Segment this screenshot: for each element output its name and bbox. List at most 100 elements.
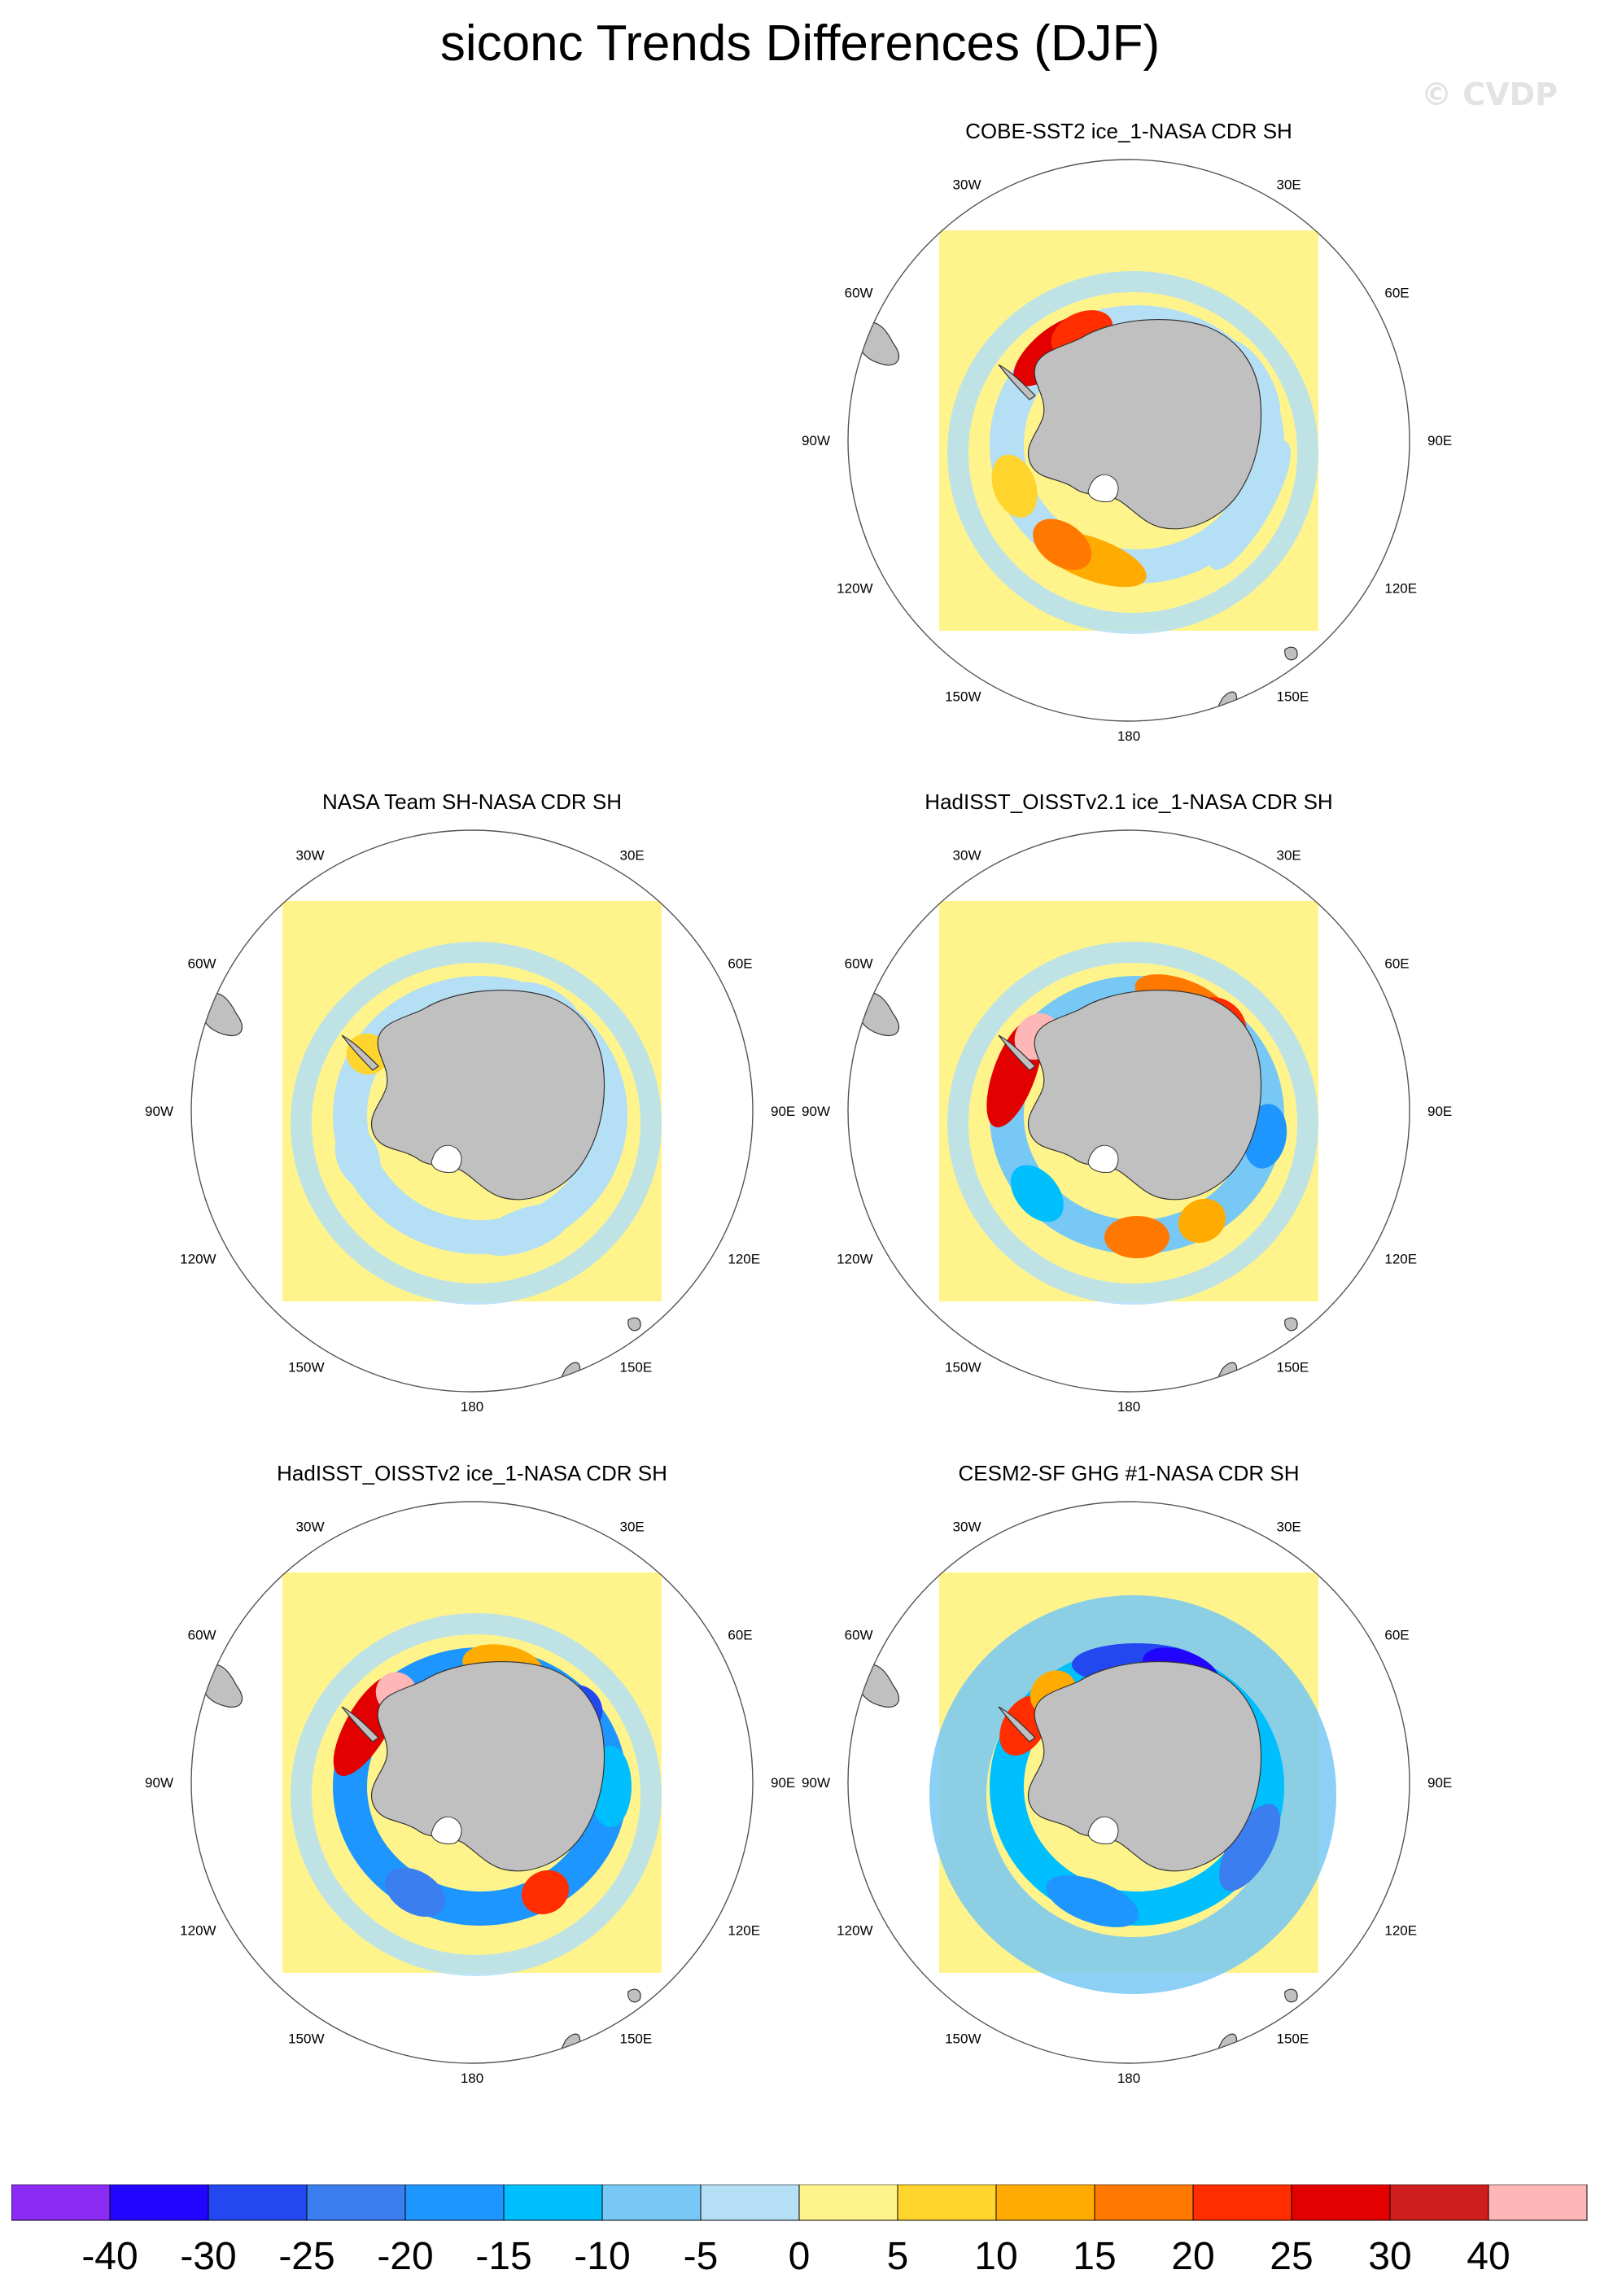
anomaly-blob xyxy=(991,454,1038,518)
longitude-label-sse: 150E xyxy=(1277,2031,1309,2046)
longitude-label-ssw: 150W xyxy=(945,1359,981,1375)
longitude-label-nw: 60W xyxy=(845,1628,873,1643)
outer-anomaly-ring xyxy=(947,271,1318,634)
longitude-label-ssw: 150W xyxy=(288,1359,324,1375)
antarctic-peninsula xyxy=(998,1706,1036,1743)
map-content xyxy=(201,901,662,1392)
panel-title: NASA Team SH-NASA CDR SH xyxy=(322,789,622,814)
map-panel-hadisst-oisstv2: HadISST_OISSTv2 ice_1-NASA CDR SH 0 30E 60… xyxy=(106,1461,838,2136)
map-boundary xyxy=(847,1501,1410,2064)
colorbar-swatch xyxy=(995,2184,1095,2221)
colorbar-label: 40 xyxy=(1467,2235,1510,2278)
map-panel-nasateam: NASA Team SH-NASA CDR SH 0 30E 60E 90E 120E 1… xyxy=(106,789,838,1465)
colorbar-swatch xyxy=(11,2184,111,2221)
colorbar-label: -30 xyxy=(180,2235,236,2278)
colorbar-label: 15 xyxy=(1073,2235,1116,2278)
longitude-label-nne: 30E xyxy=(1277,848,1301,864)
outer-anomaly-ring xyxy=(947,942,1318,1305)
tasmania-land xyxy=(627,1317,641,1332)
longitude-label-w: 90W xyxy=(145,1775,173,1791)
map-panel-hadisst-oisstv21: HadISST_OISSTv2.1 ice_1-NASA CDR SH 0 30E… xyxy=(763,789,1495,1465)
antarctica-land xyxy=(370,1660,605,1872)
longitude-label-sse: 150E xyxy=(1277,689,1309,704)
tasmania-land xyxy=(1284,646,1298,661)
map-content xyxy=(858,230,1318,721)
longitude-label-sw: 120W xyxy=(837,1923,872,1939)
longitude-label-sse: 150E xyxy=(1277,1359,1309,1375)
ross-ice-shelf xyxy=(1087,474,1119,502)
colorbar-label: 5 xyxy=(887,2235,909,2278)
longitude-label-e: 90E xyxy=(1427,433,1452,448)
longitude-label-sw: 120W xyxy=(180,1923,216,1939)
colorbar-swatch xyxy=(601,2184,702,2221)
longitude-label-nnw: 30W xyxy=(296,848,325,864)
panel-title: CESM2-SF GHG #1-NASA CDR SH xyxy=(958,1461,1300,1485)
longitude-label-top: 0 xyxy=(468,1493,475,1495)
longitude-label-ssw: 150W xyxy=(288,2031,324,2046)
antarctica-land xyxy=(1027,989,1262,1200)
polar-map: 0 30E 60E 90E 120E 150E 180 150W 120W 90W 60W 30W xyxy=(145,1493,795,2086)
colorbar-swatch xyxy=(1291,2184,1391,2221)
antarctic-peninsula xyxy=(341,1034,379,1071)
longitude-label-top: 0 xyxy=(468,822,475,824)
longitude-label-bottom: 180 xyxy=(1117,2071,1140,2086)
longitude-label-nw: 60W xyxy=(188,956,216,972)
anomaly-blob xyxy=(1033,518,1092,571)
longitude-label-e: 90E xyxy=(1427,1104,1452,1119)
new-zealand-land xyxy=(557,2033,581,2063)
map-boundary xyxy=(190,829,754,1393)
colorbar-label: 10 xyxy=(974,2235,1017,2278)
anomaly-blob xyxy=(521,1870,570,1914)
longitude-label-ne: 60E xyxy=(1384,956,1409,972)
colorbar-swatch xyxy=(700,2184,800,2221)
antarctic-peninsula xyxy=(998,364,1036,400)
longitude-label-se: 120E xyxy=(1384,1923,1417,1939)
longitude-label-ne: 60E xyxy=(728,1628,752,1643)
colorbar-swatch xyxy=(1488,2184,1588,2221)
map-content xyxy=(201,1572,662,2063)
tasmania-land xyxy=(1284,1988,1298,2003)
antarctica-land xyxy=(370,989,605,1200)
longitude-label-top: 0 xyxy=(1125,822,1132,824)
longitude-label-se: 120E xyxy=(1384,581,1417,597)
cvdp-watermark: © CVDP xyxy=(1421,77,1558,112)
anomaly-blob xyxy=(478,1204,571,1256)
anomaly-blob xyxy=(1046,1875,1139,1927)
longitude-label-nne: 30E xyxy=(1277,1520,1301,1535)
longitude-label-nnw: 30W xyxy=(953,848,981,864)
new-zealand-land xyxy=(557,1362,581,1392)
ross-ice-shelf xyxy=(1087,1816,1119,1844)
anomaly-blob xyxy=(334,1125,381,1188)
new-zealand-land xyxy=(1213,691,1238,721)
panel-title: HadISST_OISSTv2.1 ice_1-NASA CDR SH xyxy=(925,789,1333,814)
ross-ice-shelf xyxy=(431,1816,462,1844)
anomaly-blob xyxy=(1010,1165,1064,1222)
longitude-label-w: 90W xyxy=(802,1104,830,1119)
polar-map: 0 30E 60E 90E 120E 150E 180 150W 120W 90W 60W 30W xyxy=(802,151,1452,744)
tasmania-land xyxy=(1284,1317,1298,1332)
longitude-label-bottom: 180 xyxy=(461,2071,483,2086)
map-boundary xyxy=(847,159,1410,722)
colorbar-swatch xyxy=(503,2184,603,2221)
longitude-label-nnw: 30W xyxy=(953,177,981,193)
ross-ice-shelf xyxy=(431,1144,462,1173)
anomaly-blob xyxy=(1219,1804,1281,1891)
tasmania-land xyxy=(627,1988,641,2003)
antarctic-peninsula xyxy=(998,1034,1036,1071)
antarctica-land xyxy=(1027,318,1262,530)
panel-title: HadISST_OISSTv2 ice_1-NASA CDR SH xyxy=(277,1461,667,1485)
longitude-label-sse: 150E xyxy=(620,1359,653,1375)
antarctic-peninsula xyxy=(341,1706,379,1743)
longitude-label-w: 90W xyxy=(802,1775,830,1791)
colorbar-swatch xyxy=(208,2184,308,2221)
colorbar-label: 30 xyxy=(1368,2235,1411,2278)
longitude-label-nne: 30E xyxy=(620,1520,645,1535)
longitude-label-nne: 30E xyxy=(1277,177,1301,193)
anomaly-blob xyxy=(1178,1198,1226,1243)
longitude-label-e: 90E xyxy=(771,1104,795,1119)
longitude-label-nnw: 30W xyxy=(953,1520,981,1535)
outer-anomaly-ring xyxy=(291,942,662,1305)
longitude-label-se: 120E xyxy=(728,1252,760,1267)
map-boundary xyxy=(190,1501,754,2064)
longitude-label-nw: 60W xyxy=(188,1628,216,1643)
